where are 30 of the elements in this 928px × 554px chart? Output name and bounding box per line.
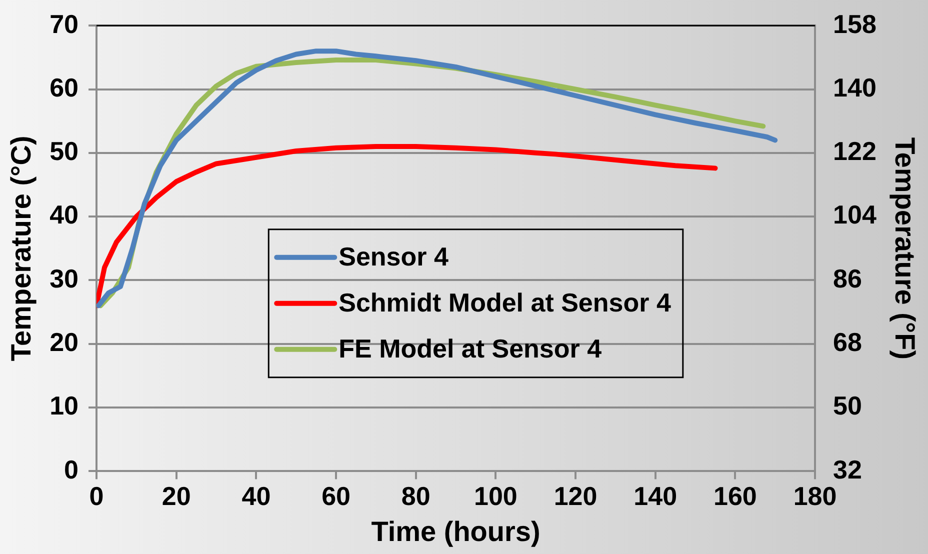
x-tick-label: 0 xyxy=(89,480,104,511)
x-axis-title: Time (hours) xyxy=(371,516,540,547)
y2-tick-label: 68 xyxy=(833,327,862,358)
x-tick-label: 100 xyxy=(474,480,518,511)
y-tick-label: 10 xyxy=(50,390,79,421)
y-tick-label: 50 xyxy=(50,136,79,166)
y-tick-label: 60 xyxy=(50,72,79,102)
y-tick-label: 40 xyxy=(50,200,79,230)
y-tick-label: 30 xyxy=(50,263,79,294)
y-axis-title: Temperature (°C) xyxy=(6,136,37,362)
y2-tick-label: 140 xyxy=(833,72,876,102)
y2-tick-label: 86 xyxy=(833,263,862,294)
y-tick-label: 70 xyxy=(50,8,79,39)
y2-axis-title: Temperature (°F) xyxy=(889,137,920,360)
y2-tick-label: 122 xyxy=(833,136,876,166)
legend-label: FE Model at Sensor 4 xyxy=(338,334,602,364)
legend-label: Schmidt Model at Sensor 4 xyxy=(338,288,672,318)
y2-tick-label: 158 xyxy=(833,8,876,39)
x-tick-label: 60 xyxy=(322,480,350,511)
y-tick-label: 0 xyxy=(64,454,79,484)
y-tick-label: 20 xyxy=(50,327,79,358)
x-tick-label: 20 xyxy=(162,480,191,511)
x-tick-label: 120 xyxy=(554,480,598,511)
x-tick-label: 40 xyxy=(242,480,271,511)
x-tick-label: 160 xyxy=(713,480,757,511)
x-tick-label: 140 xyxy=(634,480,678,511)
x-tick-label: 80 xyxy=(401,480,430,511)
y2-tick-label: 50 xyxy=(833,390,862,421)
y2-tick-label: 104 xyxy=(833,200,877,230)
legend-label: Sensor 4 xyxy=(338,242,449,272)
